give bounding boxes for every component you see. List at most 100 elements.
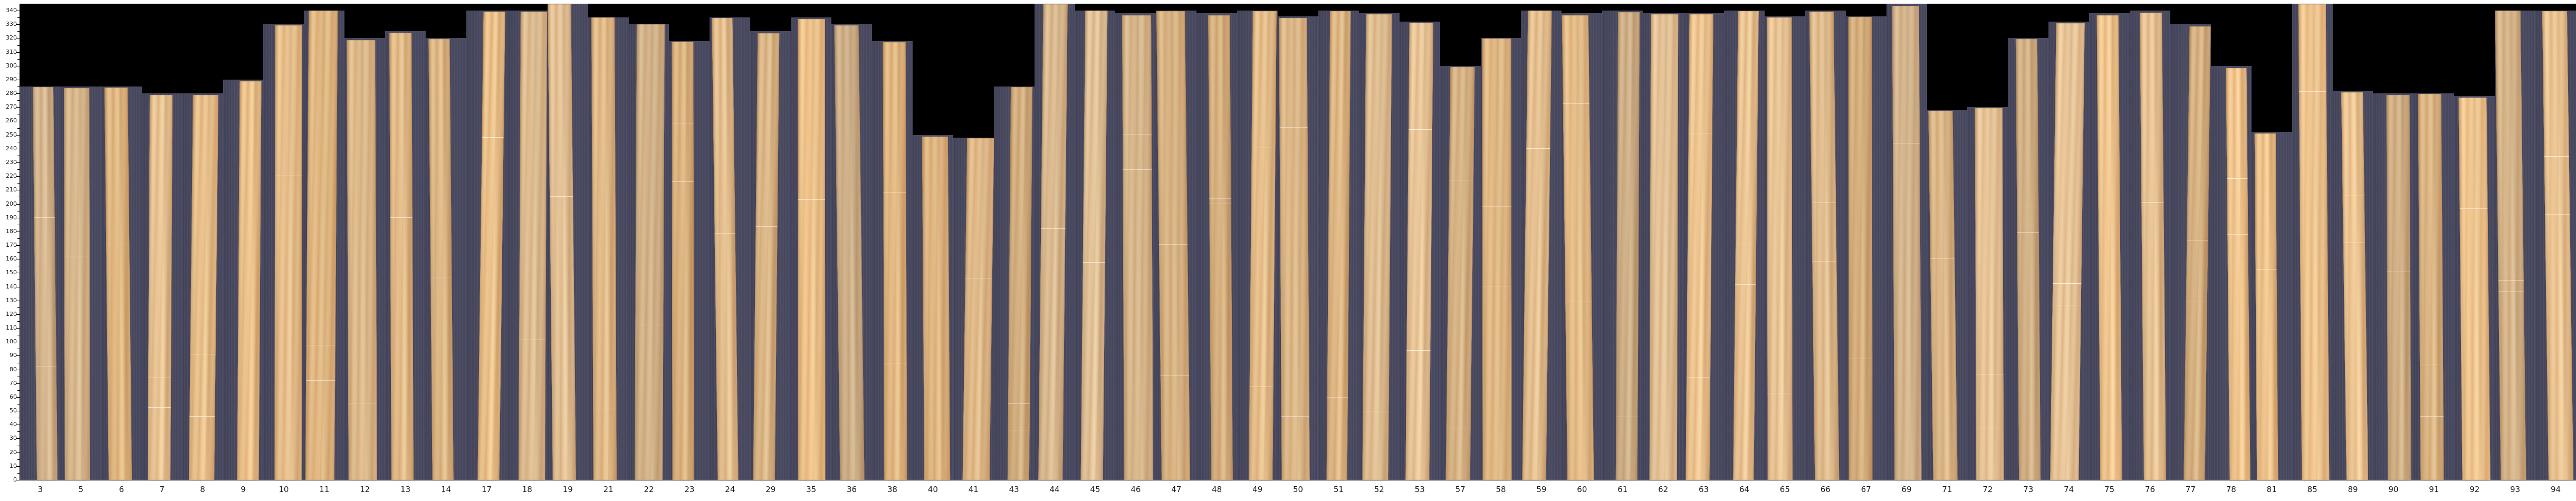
x-tick-label: 90 bbox=[2388, 485, 2399, 494]
y-tick-label: 10 bbox=[9, 462, 17, 469]
x-tick-label: 47 bbox=[1171, 485, 1182, 494]
x-tick-label: 51 bbox=[1333, 485, 1344, 494]
bar bbox=[628, 24, 669, 480]
wood-plank bbox=[1766, 17, 1793, 480]
x-tick-label: 35 bbox=[806, 485, 817, 494]
plank-seam-line bbox=[1735, 284, 1756, 285]
x-tick-label: 64 bbox=[1739, 485, 1749, 494]
wood-plank bbox=[2458, 98, 2491, 480]
plank-seam-line bbox=[2498, 291, 2524, 292]
wood-plank bbox=[518, 12, 547, 480]
wood-plank bbox=[147, 95, 173, 480]
bar bbox=[2495, 11, 2536, 480]
x-tick-label: 29 bbox=[765, 485, 776, 494]
plank-seam-line bbox=[1327, 397, 1348, 398]
bar bbox=[466, 11, 507, 480]
y-tick-label: 290 bbox=[6, 75, 17, 83]
y-tick-label: 60 bbox=[9, 393, 17, 400]
bar bbox=[669, 41, 710, 480]
y-tick-label: 220 bbox=[6, 172, 17, 180]
y-tick-mark bbox=[16, 314, 20, 315]
y-tick-mark bbox=[16, 93, 20, 94]
wood-plank bbox=[1122, 15, 1153, 480]
wood-plank bbox=[634, 24, 665, 480]
wood-plank bbox=[1892, 5, 1922, 480]
bar bbox=[1927, 110, 1968, 480]
y-tick-label: 260 bbox=[6, 117, 17, 124]
wood-plank bbox=[1038, 4, 1068, 480]
y-tick-label: 110 bbox=[6, 324, 17, 332]
wood-plank bbox=[64, 88, 90, 480]
x-tick-label: 18 bbox=[522, 485, 532, 494]
bar bbox=[2089, 13, 2130, 480]
plank-seam-line bbox=[390, 217, 413, 218]
bar bbox=[831, 24, 872, 480]
x-tick-label: 49 bbox=[1252, 485, 1263, 494]
x-tick-label: 71 bbox=[1942, 485, 1952, 494]
x-tick-label: 22 bbox=[644, 485, 654, 494]
bar bbox=[1440, 65, 1481, 480]
x-tick-label: 44 bbox=[1049, 485, 1060, 494]
wood-plank bbox=[188, 95, 218, 480]
plank-seam-line bbox=[798, 199, 826, 200]
wood-plank bbox=[1445, 66, 1475, 480]
bar bbox=[1602, 11, 1643, 480]
x-tick-label: 50 bbox=[1292, 485, 1304, 494]
x-tick-label: 89 bbox=[2348, 485, 2358, 494]
y-tick-label: 240 bbox=[6, 144, 17, 152]
x-tick-label: 91 bbox=[2429, 485, 2439, 494]
bar bbox=[1967, 107, 2008, 480]
bar bbox=[2251, 132, 2292, 480]
plank-seam-line bbox=[482, 137, 504, 138]
bar bbox=[101, 86, 142, 480]
y-tick-label: 330 bbox=[6, 21, 17, 28]
plank-seam-line bbox=[307, 345, 336, 346]
x-tick-label: 5 bbox=[78, 485, 84, 494]
plank-seam-line bbox=[1008, 429, 1030, 430]
y-minor-tick-mark bbox=[17, 31, 20, 32]
bar bbox=[872, 41, 913, 480]
y-tick-label: 210 bbox=[6, 186, 17, 194]
plank-seam-line bbox=[2387, 271, 2410, 272]
wood-plank bbox=[104, 87, 132, 480]
bar bbox=[304, 11, 345, 480]
y-tick-label: 30 bbox=[9, 435, 17, 442]
bar bbox=[2373, 93, 2414, 480]
bar bbox=[141, 93, 183, 480]
bar bbox=[506, 11, 548, 480]
wood-plank bbox=[1156, 11, 1191, 480]
x-tick-label: 43 bbox=[1009, 485, 1019, 494]
y-tick-label: 180 bbox=[6, 227, 17, 235]
wood-plank bbox=[591, 17, 617, 480]
y-tick-label: 160 bbox=[6, 255, 17, 263]
bar bbox=[2332, 90, 2373, 480]
bar bbox=[2414, 93, 2455, 480]
x-tick-label: 59 bbox=[1536, 485, 1547, 494]
bar bbox=[1521, 11, 1562, 480]
y-tick-mark bbox=[16, 134, 20, 136]
bar bbox=[710, 17, 751, 480]
x-tick-label: 48 bbox=[1212, 485, 1222, 494]
y-minor-tick-mark bbox=[17, 238, 20, 239]
bar bbox=[1399, 22, 1440, 480]
x-tick-label: 19 bbox=[562, 485, 573, 494]
bar bbox=[1196, 13, 1238, 480]
plank-seam-line bbox=[1812, 203, 1836, 204]
bar bbox=[1764, 16, 1805, 480]
x-tick-label: 6 bbox=[119, 485, 125, 494]
wood-plank bbox=[798, 19, 826, 480]
x-tick-label: 72 bbox=[1983, 485, 1993, 494]
wood-plank bbox=[962, 138, 994, 480]
wood-plank bbox=[672, 42, 694, 480]
bar bbox=[1034, 4, 1075, 480]
plot-area bbox=[20, 4, 2576, 480]
y-tick-label: 200 bbox=[6, 200, 17, 207]
x-tick-label: 92 bbox=[2469, 485, 2480, 494]
wood-plank bbox=[1007, 86, 1032, 480]
x-tick-label: 45 bbox=[1090, 485, 1100, 494]
x-tick-label: 63 bbox=[1699, 485, 1709, 494]
plank-seam-line bbox=[34, 217, 55, 218]
y-tick-label: 310 bbox=[6, 48, 17, 55]
wood-plank bbox=[1208, 15, 1233, 480]
